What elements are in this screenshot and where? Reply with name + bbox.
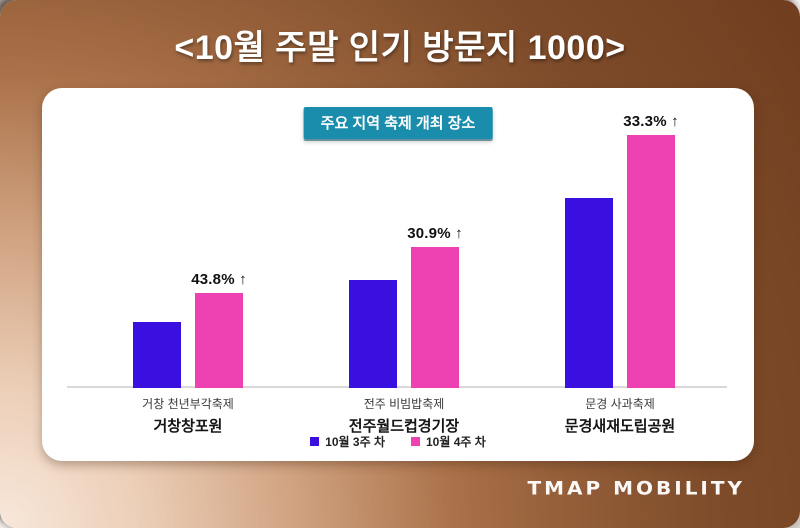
festival-name: 거창 천년부각축제	[142, 397, 234, 411]
legend-label: 10월 4주 차	[426, 435, 486, 449]
week4-bar: 43.8% ↑	[191, 271, 247, 388]
legend-item-week4: 10월 4주 차	[411, 433, 486, 450]
page-title: <10월 주말 인기 방문지 1000>	[174, 29, 626, 67]
bar-group-mungyeong: 33.3% ↑ 문경 사과축제 문경새재도립공원	[565, 113, 679, 435]
legend-label: 10월 3주 차	[325, 435, 385, 449]
week3-bar	[565, 198, 613, 388]
x-axis-line	[67, 386, 727, 388]
category-label: 문경 사과축제 문경새재도립공원	[500, 395, 740, 436]
week4-bar: 30.9% ↑	[407, 225, 463, 388]
place-name: 거창창포원	[153, 418, 223, 435]
bar-pair: 43.8% ↑	[133, 271, 247, 388]
change-label: 43.8% ↑	[191, 271, 247, 288]
bar-group-geochang: 43.8% ↑ 거창 천년부각축제 거창창포원	[133, 271, 247, 435]
week3-bar	[349, 280, 397, 388]
week3-bar	[133, 322, 181, 388]
bar-pair: 33.3% ↑	[565, 113, 679, 388]
change-label: 33.3% ↑	[623, 113, 679, 130]
place-name: 문경새재도립공원	[564, 418, 676, 435]
festival-name: 전주 비빔밥축제	[363, 397, 445, 411]
chart-header-badge: 주요 지역 축제 개최 장소	[303, 107, 493, 139]
bar-group-jeonju: 30.9% ↑ 전주 비빔밥축제 전주월드컵경기장	[349, 225, 463, 435]
place-name: 전주월드컵경기장	[348, 418, 460, 435]
change-label: 30.9% ↑	[407, 225, 463, 242]
week3-swatch-icon	[310, 437, 320, 446]
tmap-mobility-logo: TMAP MOBILITY	[527, 476, 745, 500]
legend-item-week3: 10월 3주 차	[310, 433, 385, 450]
category-label: 전주 비빔밥축제 전주월드컵경기장	[284, 395, 524, 436]
week4-bar: 33.3% ↑	[623, 113, 679, 388]
category-label: 거창 천년부각축제 거창창포원	[68, 395, 308, 436]
week4-swatch-icon	[411, 437, 420, 446]
chart-card: 주요 지역 축제 개최 장소 43.8% ↑ 거창 천년부각축제 거창창포원 3…	[42, 88, 754, 461]
chart-legend: 10월 3주 차 10월 4주 차	[42, 433, 754, 450]
festival-name: 문경 사과축제	[585, 397, 655, 411]
bar-pair: 30.9% ↑	[349, 225, 463, 388]
